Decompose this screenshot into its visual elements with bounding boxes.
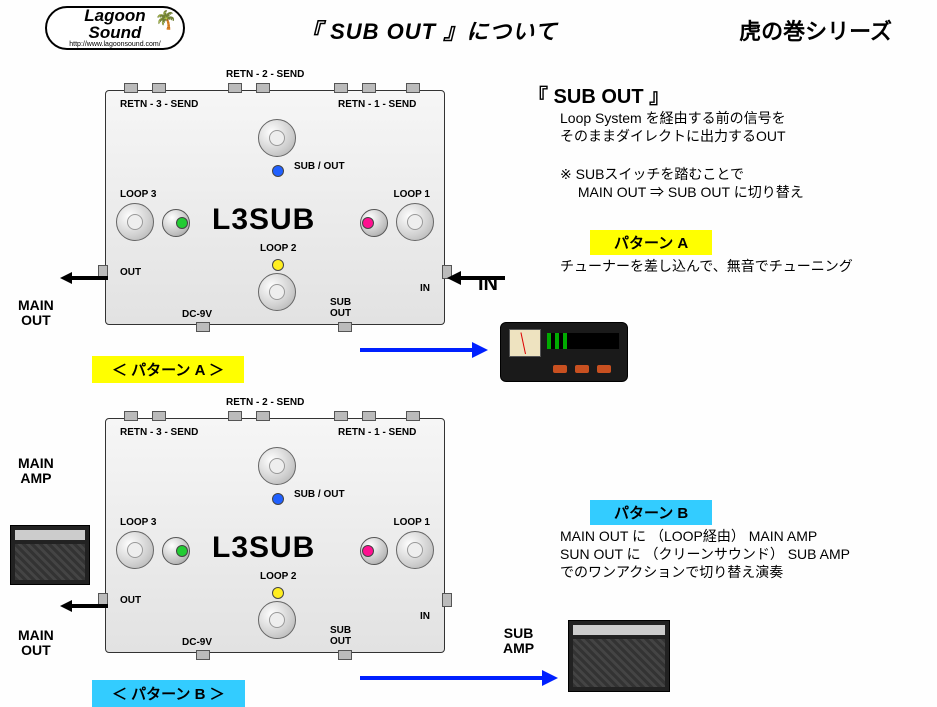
series-title: 虎の巻シリーズ <box>739 14 892 46</box>
subout-heading: 『 SUB OUT 』 <box>528 80 669 109</box>
sub-amp-label: SUB AMP <box>503 626 534 657</box>
main-out-label-b: MAIN OUT <box>18 628 54 659</box>
out-label-b: OUT <box>120 595 141 606</box>
note-line2: MAIN OUT ⇒ SUB OUT に切り替え <box>560 182 804 202</box>
loop3-jack-b <box>116 531 154 569</box>
loop3-jack <box>116 203 154 241</box>
sub-out-jack <box>258 119 296 157</box>
subout-label: SUB OUT <box>330 297 351 319</box>
loop3-label: LOOP 3 <box>120 189 157 200</box>
tuner-meter <box>509 329 541 357</box>
sub-led <box>272 165 284 177</box>
sub-out-jack-b <box>258 447 296 485</box>
brand-text-b: L3SUB <box>212 531 315 565</box>
loop2-led-b <box>272 587 284 599</box>
pattern-b-line2: SUN OUT に （クリーンサウンド） SUB AMP <box>560 544 850 564</box>
brand-text: L3SUB <box>212 203 315 237</box>
pattern-b-line3: でのワンアクションで切り替え演奏 <box>560 562 783 582</box>
main-out-label-a: MAIN OUT <box>18 298 54 329</box>
retn1-label: RETN - 1 - SEND <box>338 99 416 110</box>
loop2-label: LOOP 2 <box>260 243 297 254</box>
main-amp <box>10 525 90 585</box>
loop1-jack-b <box>396 531 434 569</box>
subout-sw-label-b: SUB / OUT <box>294 489 345 500</box>
arrow-main-out-b <box>60 596 110 616</box>
pattern-a-badge: パターン A <box>590 230 712 255</box>
loop2-led <box>272 259 284 271</box>
desc-line2: そのままダイレクトに出力するOUT <box>560 126 786 146</box>
page-title: 『 SUB OUT 』について <box>300 14 558 46</box>
loop1-label: LOOP 1 <box>394 189 431 200</box>
desc-line1: Loop System を経由する前の信号を <box>560 108 786 128</box>
loop1-jack <box>396 203 434 241</box>
logo-line2: Sound <box>89 25 142 41</box>
out-label: OUT <box>120 267 141 278</box>
arrow-to-tuner <box>360 338 490 362</box>
pattern-b-badge: パターン B <box>590 500 712 525</box>
pattern-b-line1: MAIN OUT に （LOOP経由） MAIN AMP <box>560 526 817 546</box>
logo-url: http://www.lagoonsound.com/ <box>69 41 160 48</box>
dc9v-label: DC-9V <box>182 309 212 320</box>
note-line1: ※ SUBスイッチを踏むことで <box>560 164 744 184</box>
subout-sw-label: SUB / OUT <box>294 161 345 172</box>
pedal-a: RETN - 2 - SEND RETN - 3 - SEND RETN - 1… <box>105 90 445 325</box>
loop3-led-b <box>176 545 188 557</box>
retn3-label: RETN - 3 - SEND <box>120 99 198 110</box>
arrow-in-a <box>447 268 507 288</box>
in-label-b: IN <box>420 611 430 622</box>
sub-amp <box>568 620 670 692</box>
arrow-main-out-a <box>60 268 110 288</box>
dc9v-label-b: DC-9V <box>182 637 212 648</box>
loop3-label-b: LOOP 3 <box>120 517 157 528</box>
main-amp-label: MAIN AMP <box>18 456 54 487</box>
pattern-a-text: チューナーを差し込んで、無音でチューニング <box>560 256 853 276</box>
retn3-label-b: RETN - 3 - SEND <box>120 427 198 438</box>
retn2-label: RETN - 2 - SEND <box>226 69 304 80</box>
pedal-b: RETN - 2 - SEND RETN - 3 - SEND RETN - 1… <box>105 418 445 653</box>
subout-label-b: SUB OUT <box>330 625 351 647</box>
loop1-led-b <box>362 545 374 557</box>
tuner-device <box>500 322 628 382</box>
retn2-label-b: RETN - 2 - SEND <box>226 397 304 408</box>
logo: 🌴 Lagoon Sound http://www.lagoonsound.co… <box>45 6 185 50</box>
in-label: IN <box>420 283 430 294</box>
loop2-jack-b <box>258 601 296 639</box>
arrow-to-subamp <box>360 666 560 690</box>
retn1-label-b: RETN - 1 - SEND <box>338 427 416 438</box>
loop1-label-b: LOOP 1 <box>394 517 431 528</box>
loop3-led <box>176 217 188 229</box>
loop1-led <box>362 217 374 229</box>
palm-icon: 🌴 <box>155 10 177 31</box>
pattern-a-caption: ＜ パターン A ＞ <box>92 356 244 383</box>
loop2-jack <box>258 273 296 311</box>
tuner-bars <box>547 333 619 349</box>
loop2-label-b: LOOP 2 <box>260 571 297 582</box>
sub-led-b <box>272 493 284 505</box>
